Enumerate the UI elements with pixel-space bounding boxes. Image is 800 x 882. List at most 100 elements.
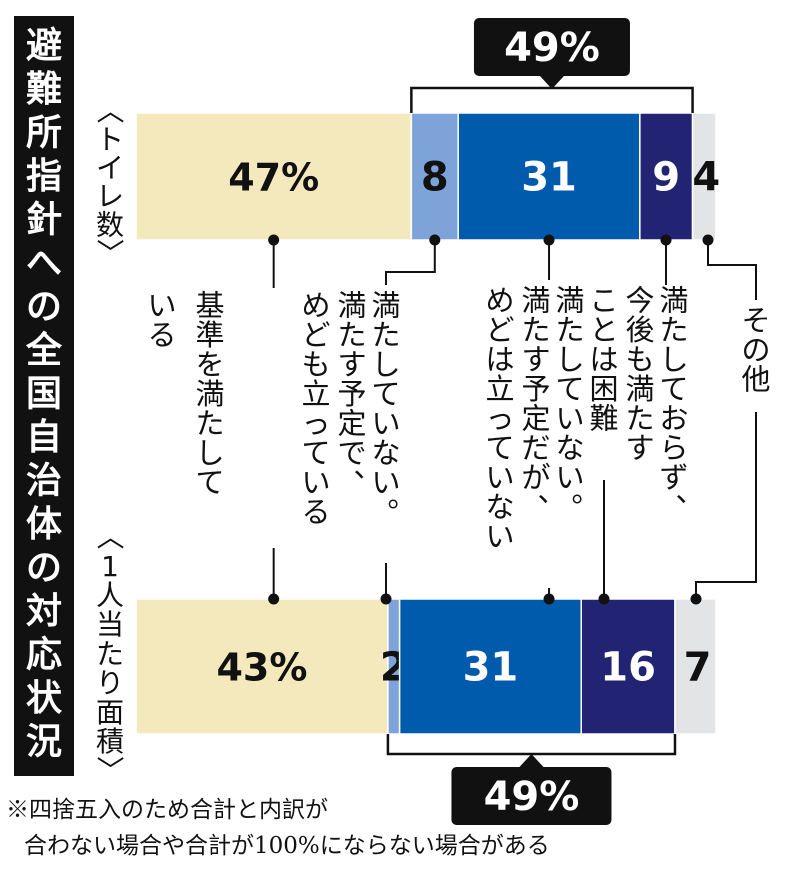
data-label: 47% (228, 156, 319, 200)
legend-label-2-char: 予 (337, 377, 366, 411)
legend-label-3-char: い (555, 402, 584, 436)
bracket-top (410, 86, 694, 113)
chart-title-char: 国 (26, 374, 62, 415)
chart-title-char: 避 (26, 26, 62, 67)
legend-label-4-char: 難 (589, 402, 618, 436)
legend-label-4-char: は (589, 343, 618, 377)
legend-label-2-char: も (301, 348, 330, 382)
data-label: 31 (463, 645, 519, 691)
legend-label-3-char: っ (485, 402, 514, 436)
leader-line-4 (603, 240, 667, 599)
legend-label-3-char: だ (521, 431, 550, 465)
legend-label-2-char: し (371, 348, 400, 382)
legend-label-3-char: て (485, 431, 514, 465)
legend-label-3-char: が (521, 461, 550, 495)
bar-segment (674, 598, 717, 735)
leader-dot-bottom (268, 593, 280, 605)
category-label-toilet-char: 数 (96, 209, 124, 242)
legend-label-4-char: ら (659, 431, 688, 465)
legend-label-3-char: 立 (485, 372, 514, 406)
legend-label-3-char: 満 (555, 284, 584, 318)
legend-label-2-char: る (301, 495, 330, 529)
chart-title-char: の (26, 548, 62, 589)
legend-label-2-char: 定 (337, 407, 366, 441)
legend-label-3-char: な (555, 431, 584, 465)
legend-label-4-char: 、 (675, 475, 704, 509)
category-label-area-char: 〈 (93, 522, 126, 550)
legend-label-group: 基準を満たしている満たしていない。満たす予定で、めども立っている満たしていない。… (147, 284, 770, 554)
legend-label-3-char: め (485, 284, 514, 318)
chart-title-char: 体 (26, 504, 62, 545)
legend-label-2-char: た (371, 318, 400, 352)
legend-label-2-char: い (371, 466, 400, 500)
chart-title-char: 全 (25, 329, 63, 371)
legend-label-3-char: は (485, 343, 514, 377)
leader-dot-top (543, 234, 555, 246)
legend-label-2-char: ど (301, 318, 330, 352)
legend-label-1-char: 準 (195, 318, 224, 352)
bracket-bottom (386, 734, 677, 756)
bracket-label-box (451, 767, 612, 825)
leader-dot-top (660, 234, 672, 246)
legend-label-3-char: 満 (521, 284, 550, 318)
category-label-area-char: り (96, 667, 124, 700)
legend-label-1-char: 満 (195, 377, 224, 411)
legend-label-4-char: た (659, 313, 688, 347)
chart-title-char: 況 (26, 722, 62, 763)
legend-label-4-char: お (659, 402, 688, 436)
legend-label-3-char: す (521, 343, 550, 377)
legend-label-3-char: い (555, 461, 584, 495)
category-label-toilet-char: ト (96, 123, 124, 156)
category-label-toilet-char: レ (96, 180, 124, 213)
legend-label-2-char: い (371, 407, 400, 441)
leader-dot-bottom (380, 593, 392, 605)
legend-label-2-char: 満 (371, 289, 400, 323)
legend-label-3-char: た (521, 313, 550, 347)
category-label-toilet-char: 〈 (93, 96, 126, 124)
legend-label-5-char: の (741, 333, 770, 367)
leader-dot-bottom (598, 593, 610, 605)
category-label-area-char: 積 (96, 725, 124, 758)
category-label-toilet-char: イ (96, 152, 124, 185)
chart-title-char: の (26, 287, 62, 328)
legend-label-3-char: な (485, 490, 514, 524)
bar-segment (457, 112, 641, 241)
legend-label-3-char: 定 (521, 402, 550, 436)
legend-label-4-char: 満 (659, 284, 688, 318)
data-label: 4 (692, 155, 720, 201)
category-label-area-char: 面 (96, 696, 124, 729)
footnote-line-1: ※四捨五入のため合計と内訳が (6, 797, 328, 823)
chart-title-char: 指 (26, 156, 62, 197)
legend-label-4-char: す (625, 431, 654, 465)
leader-dot-bottom (543, 593, 555, 605)
category-label-area-char: 1 (101, 550, 119, 583)
legend-label-4-char: 困 (589, 372, 618, 406)
legend-label-2-char: 満 (337, 289, 366, 323)
legend-label-4-char: た (625, 402, 654, 436)
legend-label-2-char: て (301, 436, 330, 470)
category-label-toilet-char: 〉 (93, 238, 126, 266)
legend-label-4-char: て (659, 372, 688, 406)
legend-label-4-char: 満 (625, 372, 654, 406)
bar-segment (135, 112, 413, 241)
legend-label-2-char: た (337, 318, 366, 352)
bracket-label-pointer (539, 76, 564, 89)
legend-label-3-char: い (485, 461, 514, 495)
legend-label-5-char: 他 (741, 363, 770, 397)
legend-label-2-char: す (337, 348, 366, 382)
leader-dot-top (268, 234, 280, 246)
legend-label-4-char: し (659, 343, 688, 377)
leader-dot-bottom (690, 593, 702, 605)
bar-segment (639, 112, 694, 241)
chart-title-char: 応 (26, 635, 62, 676)
bracket-label: 49% (504, 25, 600, 71)
